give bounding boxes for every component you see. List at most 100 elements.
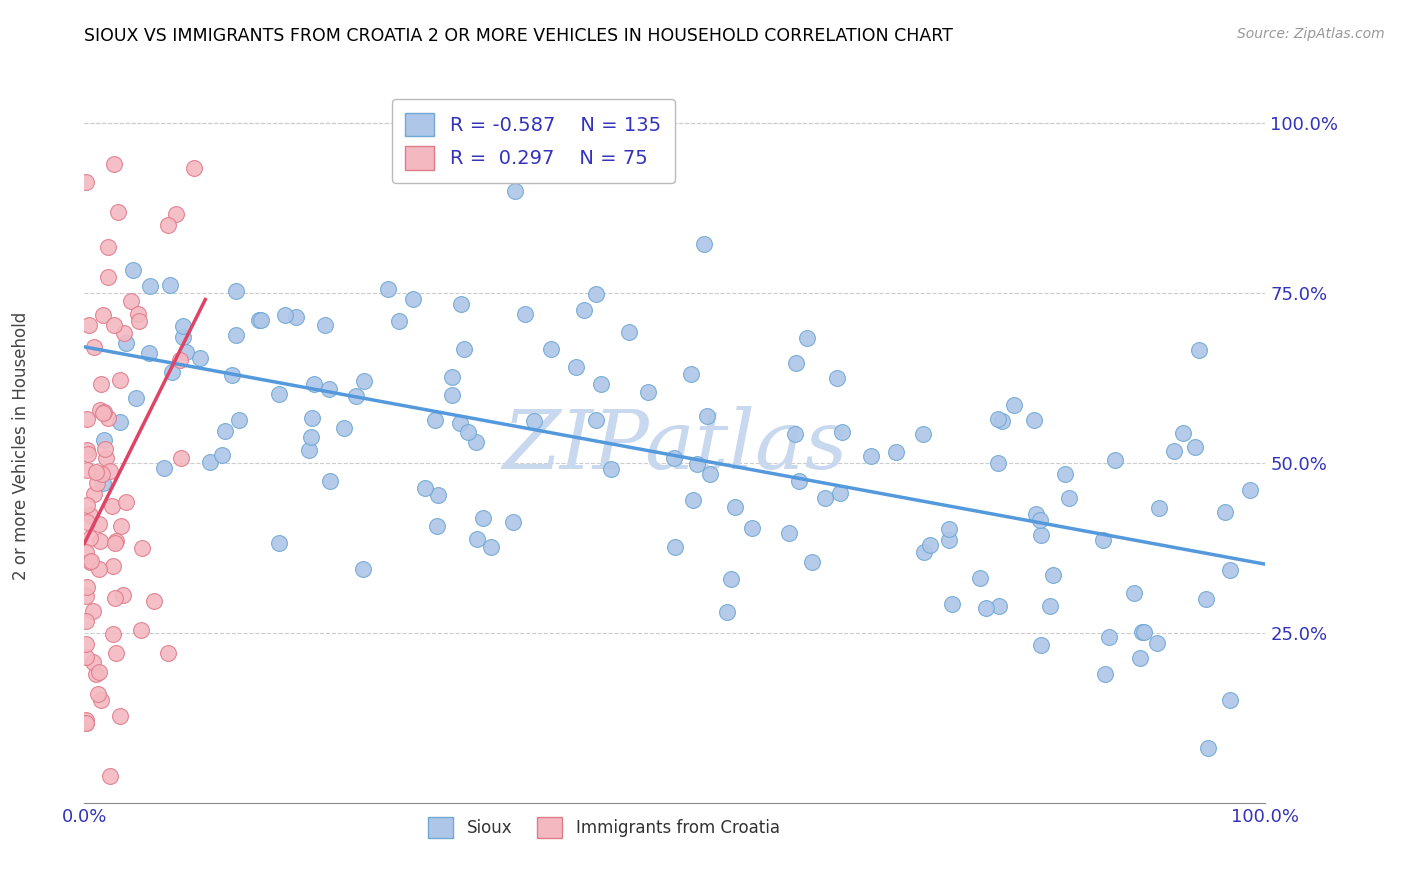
Point — [93, 405, 115, 419]
Point — [778, 525, 800, 540]
Point — [77, 447, 100, 461]
Point — [301, 410, 323, 425]
Point — [1098, 631, 1121, 645]
Point — [91, 406, 114, 420]
Point — [402, 292, 425, 306]
Point — [693, 237, 716, 252]
Point — [221, 368, 243, 383]
Point — [172, 329, 194, 343]
Point — [457, 425, 479, 439]
Point — [86, 476, 108, 491]
Text: ZIPatlas: ZIPatlas — [502, 406, 848, 486]
Point — [1239, 483, 1261, 497]
Point — [440, 387, 463, 401]
Point — [682, 493, 704, 508]
Point — [450, 297, 472, 311]
Point — [79, 555, 101, 569]
Point — [153, 460, 176, 475]
Point — [298, 443, 321, 458]
Point — [1104, 453, 1126, 467]
Point — [619, 325, 641, 339]
Point — [115, 336, 138, 351]
Point — [465, 435, 488, 450]
Point — [574, 302, 596, 317]
Point — [83, 340, 105, 354]
Point — [696, 409, 718, 424]
Point — [479, 540, 502, 554]
Point — [111, 588, 134, 602]
Point — [75, 176, 97, 190]
Point — [1054, 467, 1077, 481]
Point — [911, 427, 934, 442]
Point — [80, 554, 103, 568]
Point — [104, 536, 127, 550]
Point — [75, 714, 97, 728]
Point — [110, 519, 132, 533]
Point — [988, 599, 1011, 613]
Point — [1039, 599, 1062, 614]
Point — [98, 769, 121, 783]
Text: SIOUX VS IMMIGRANTS FROM CROATIA 2 OR MORE VEHICLES IN HOUSEHOLD CORRELATION CHA: SIOUX VS IMMIGRANTS FROM CROATIA 2 OR MO… — [84, 27, 953, 45]
Point — [1129, 650, 1152, 665]
Point — [318, 475, 340, 489]
Point — [987, 457, 1010, 471]
Point — [426, 487, 449, 501]
Point — [785, 426, 807, 441]
Point — [720, 572, 742, 586]
Point — [174, 345, 197, 359]
Point — [89, 403, 111, 417]
Point — [787, 474, 810, 488]
Point — [1025, 507, 1047, 521]
Point — [1149, 500, 1171, 515]
Point — [314, 318, 336, 333]
Point — [87, 687, 110, 701]
Point — [75, 637, 97, 651]
Point — [143, 594, 166, 608]
Point — [76, 581, 98, 595]
Point — [76, 499, 98, 513]
Point — [82, 656, 104, 670]
Point — [565, 359, 588, 374]
Point — [103, 318, 125, 332]
Point — [76, 515, 98, 529]
Point — [1059, 491, 1081, 505]
Point — [831, 425, 853, 439]
Point — [1029, 527, 1052, 541]
Point — [225, 328, 247, 343]
Point — [91, 309, 114, 323]
Point — [110, 415, 132, 429]
Point — [91, 475, 114, 490]
Point — [724, 500, 747, 515]
Point — [159, 277, 181, 292]
Point — [585, 286, 607, 301]
Point — [200, 455, 222, 469]
Point — [250, 313, 273, 327]
Point — [1197, 741, 1219, 756]
Point — [273, 309, 295, 323]
Point — [413, 481, 436, 495]
Point — [247, 312, 270, 326]
Point — [93, 434, 115, 448]
Text: Source: ZipAtlas.com: Source: ZipAtlas.com — [1237, 27, 1385, 41]
Point — [76, 614, 98, 628]
Point — [1146, 636, 1168, 650]
Point — [125, 391, 148, 405]
Point — [94, 442, 117, 457]
Point — [969, 571, 991, 585]
Point — [75, 649, 97, 664]
Point — [304, 376, 326, 391]
Point — [165, 207, 187, 221]
Point — [79, 531, 101, 545]
Point — [859, 449, 882, 463]
Point — [426, 518, 449, 533]
Point — [741, 520, 763, 534]
Point — [299, 429, 322, 443]
Point — [505, 184, 527, 198]
Point — [100, 464, 122, 478]
Point — [987, 411, 1010, 425]
Point — [585, 413, 607, 427]
Point — [82, 604, 104, 618]
Point — [938, 522, 960, 536]
Point — [83, 487, 105, 501]
Point — [884, 445, 907, 459]
